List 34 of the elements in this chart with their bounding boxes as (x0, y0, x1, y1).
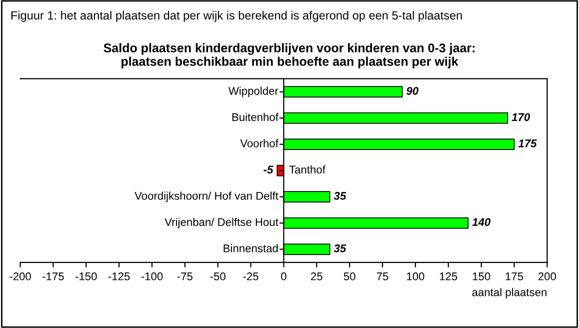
x-tick-label: -125 (108, 272, 130, 280)
x-tick-label: 125 (440, 272, 458, 280)
x-tick-label: -75 (177, 272, 192, 280)
y-tick-label: Vrijenban/ Delftse Hout (164, 218, 278, 228)
x-tick-label: -200 (10, 272, 31, 280)
y-tick-label: Voordijkshoorn/ Hof van Delft (134, 192, 278, 202)
y-tick-label: Tanthof (289, 165, 326, 174)
chart-title: Saldo plaatsen kinderdagverblijven voor kinderen van 0-3 jaar: plaatsen beschikbaar min behoefte aan plaatsen per wijk (104, 43, 474, 68)
data-label: 140 (472, 218, 491, 226)
data-label: 35 (334, 192, 346, 200)
x-tick-label: -150 (76, 272, 97, 280)
x-tick-label: 25 (311, 272, 322, 280)
x-tick-label: 50 (344, 272, 356, 280)
x-tick-label: 200 (538, 272, 556, 280)
text: Figuur 1: het aantal plaatsen dat per wijk is berekend is afgerond op een 5-tal plaatsen (11, 10, 462, 22)
x-axis-title: aantal plaatsen (472, 288, 546, 298)
x-tick-label: -100 (141, 272, 163, 280)
x-tick-label: -25 (243, 272, 258, 280)
x-tick-label: 150 (472, 272, 490, 280)
data-label: -5 (264, 166, 274, 174)
x-tick-label: -50 (210, 272, 226, 280)
y-tick-label: Binnenstad (224, 244, 278, 252)
data-label: 90 (406, 86, 418, 95)
x-tick-label: 100 (407, 272, 424, 280)
y-tick-label: Buitenhof (232, 112, 278, 122)
y-tick-label: Voorhof (240, 139, 278, 148)
data-label: 35 (334, 244, 346, 252)
x-tick-label: 75 (376, 272, 388, 280)
data-label: 170 (512, 113, 530, 122)
data-label: 175 (518, 140, 537, 148)
x-tick-label: -175 (42, 272, 64, 280)
y-tick-label: Wippolder (228, 86, 278, 98)
x-tick-label: 175 (506, 272, 524, 280)
x-tick-label: 0 (281, 272, 286, 280)
